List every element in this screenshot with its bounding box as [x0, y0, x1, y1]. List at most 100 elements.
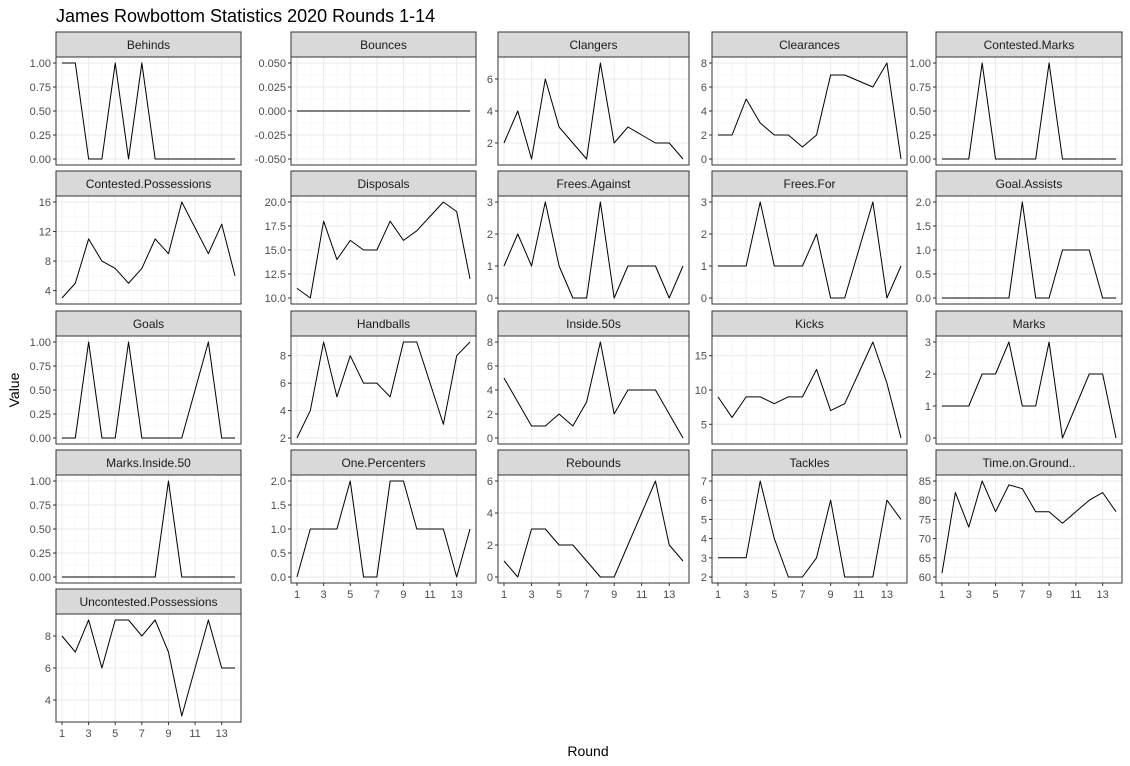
y-tick-label: 0.0: [916, 293, 931, 305]
facet-panels: Behinds0.000.250.500.751.00Bounces-0.050…: [30, 31, 1123, 740]
y-tick-label: 0.25: [30, 130, 51, 142]
x-tick-label: 7: [799, 589, 805, 601]
y-tick-label: -0.050: [255, 154, 286, 166]
strip-label: Uncontested.Possessions: [79, 595, 217, 609]
strip-label: Contested.Marks: [984, 38, 1075, 52]
series-line-disposals: [296, 201, 471, 299]
y-tick-label: 1.00: [30, 58, 51, 70]
panel-contested-marks: Contested.Marks 0.00 0.25 0.50 0.75 1.00: [910, 31, 1123, 166]
y-tick-label: 0.25: [30, 409, 51, 421]
panel-handballs: Handballs 2 4 6 8: [280, 310, 477, 445]
y-tick-label: 60: [919, 572, 931, 584]
strip-label: Rebounds: [566, 456, 621, 470]
y-tick-label: 1.00: [910, 58, 931, 70]
y-tick-label: 2.0: [916, 197, 931, 209]
y-tick-label: 2: [701, 572, 707, 584]
y-tick-label: 4: [45, 286, 51, 298]
y-tick-label: 6: [45, 663, 51, 675]
x-tick-label: 1: [715, 589, 721, 601]
x-tick-label: 13: [1096, 589, 1108, 601]
strip-label: Contested.Possessions: [86, 177, 211, 191]
series-line-one-percenters: [296, 480, 471, 578]
panel-marks-inside-50: Marks.Inside.50 0.00 0.25 0.50 0.75 1.00: [30, 449, 242, 584]
strip-background: [935, 170, 1123, 197]
y-tick-label: 4: [701, 106, 707, 118]
series-line-marks-inside-50: [62, 480, 235, 578]
panel-inside-50s: Inside.50s 0 2 4 6 8: [487, 310, 690, 445]
panel-behinds: Behinds 0.00 0.25 0.50 0.75 1.00: [30, 31, 242, 166]
x-tick-label: 3: [321, 589, 327, 601]
panel-border: [55, 335, 242, 445]
y-tick-label: 4: [487, 508, 493, 520]
panel-frees-against: Frees.Against 0 1 2 3: [487, 170, 690, 305]
panel-border: [935, 474, 1123, 584]
y-tick-label: 0: [487, 433, 493, 445]
series-line-frees-against: [503, 201, 684, 299]
y-tick-label: 6: [487, 476, 493, 488]
y-tick-label: 1: [487, 261, 493, 273]
y-tick-label: 0.000: [258, 106, 286, 118]
y-tick-label: 4: [280, 406, 286, 418]
y-tick-label: 5: [701, 514, 707, 526]
chart-title: James Rowbottom Statistics 2020 Rounds 1…: [56, 6, 435, 26]
y-tick-label: 0.50: [30, 524, 51, 536]
y-tick-label: 12: [39, 227, 51, 239]
x-tick-label: 1: [501, 589, 507, 601]
panel-border: [290, 56, 477, 166]
series-line-clearances: [718, 62, 902, 160]
y-tick-label: 0.050: [258, 58, 286, 70]
series-line-contested-marks: [942, 62, 1116, 160]
y-tick-label: 0.50: [30, 106, 51, 118]
panel-border: [55, 474, 242, 584]
series-line-inside-50s: [503, 341, 684, 439]
y-tick-label: 0: [701, 154, 707, 166]
panel-border: [935, 195, 1123, 305]
strip-label: Goals: [133, 317, 164, 331]
panel-goals: Goals 0.00 0.25 0.50 0.75 1.00: [30, 310, 242, 445]
panel-border: [711, 195, 908, 305]
panel-border: [55, 56, 242, 166]
panel-border: [290, 474, 477, 584]
y-tick-label: 4: [487, 385, 493, 397]
y-tick-label: 0.75: [30, 361, 51, 373]
panel-clangers: Clangers 2 4 6: [487, 31, 690, 166]
y-tick-label: 0.50: [910, 106, 931, 118]
strip-background: [497, 449, 690, 476]
y-tick-label: 12.5: [265, 269, 286, 281]
strip-label: Handballs: [357, 317, 410, 331]
strip-background: [711, 310, 908, 337]
strip-label: Kicks: [795, 317, 824, 331]
series-line-frees-for: [718, 201, 902, 299]
y-tick-label: 1.0: [916, 245, 931, 257]
x-tick-label: 7: [1019, 589, 1025, 601]
x-tick-label: 11: [853, 589, 864, 601]
y-tick-label: 0.25: [30, 548, 51, 560]
strip-background: [711, 31, 908, 58]
panel-border: [711, 474, 908, 584]
x-tick-label: 7: [584, 589, 590, 601]
strip-background: [711, 449, 908, 476]
y-tick-label: 1.0: [271, 524, 286, 536]
y-tick-label: 2: [280, 433, 286, 445]
x-tick-label: 5: [112, 728, 118, 740]
x-tick-label: 5: [992, 589, 998, 601]
y-tick-label: -0.025: [255, 130, 286, 142]
series-line-goal-assists: [942, 201, 1116, 299]
strip-label: One.Percenters: [341, 456, 425, 470]
y-tick-label: 1.5: [916, 221, 931, 233]
x-tick-label: 11: [189, 728, 200, 740]
y-tick-label: 0.75: [30, 500, 51, 512]
x-tick-label: 13: [216, 728, 228, 740]
strip-label: Clearances: [779, 38, 840, 52]
strip-background: [55, 310, 242, 337]
strip-label: Disposals: [357, 177, 409, 191]
strip-label: Bounces: [360, 38, 407, 52]
x-tick-label: 9: [400, 589, 406, 601]
x-tick-label: 3: [743, 589, 749, 601]
y-tick-label: 3: [925, 337, 931, 349]
strip-background: [935, 310, 1123, 337]
y-tick-label: 1.00: [30, 476, 51, 488]
y-tick-label: 10.0: [265, 293, 286, 305]
